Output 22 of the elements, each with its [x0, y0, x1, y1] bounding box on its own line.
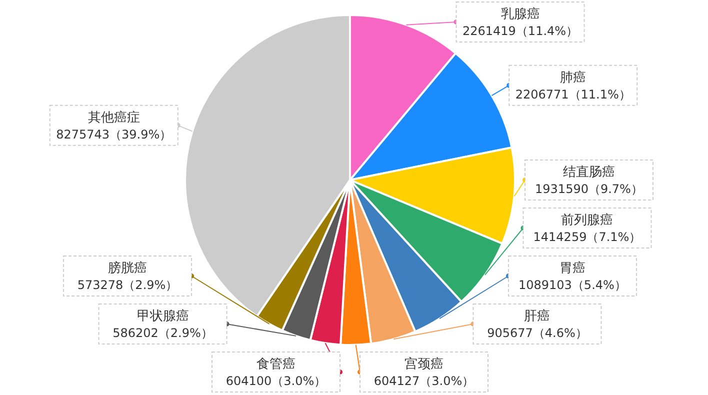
data-label: 2206771（11.1%） — [515, 87, 631, 102]
slice-label: 食管癌 — [256, 357, 296, 372]
data-label: 604100（3.0%） — [226, 374, 326, 388]
data-label: 586202（2.9%） — [112, 326, 213, 340]
data-label: 1414259（7.1%） — [533, 230, 642, 244]
slice-label: 其他癌症 — [88, 110, 140, 126]
slice-label: 宫颈癌 — [404, 356, 444, 372]
slice-label: 胃癌 — [559, 261, 586, 276]
slice-label: 肺癌 — [560, 70, 586, 86]
data-label: 1089103（5.4%） — [518, 278, 626, 292]
slice-label: 甲状腺癌 — [136, 309, 189, 324]
data-label: 8275743（39.9%） — [56, 127, 172, 142]
data-label: 2261419（11.4%） — [462, 24, 578, 38]
data-label: 573278（2.9%） — [77, 278, 178, 292]
data-label: 1931590（9.7%） — [535, 182, 643, 196]
data-label: 604127（3.0%） — [374, 374, 474, 388]
slice-label: 前列腺癌 — [561, 213, 614, 228]
slice-label: 结直肠癌 — [563, 165, 615, 180]
slice-label: 肝癌 — [524, 309, 550, 324]
data-label: 905677（4.6%） — [487, 326, 588, 340]
slice-label: 乳腺癌 — [500, 7, 540, 22]
slice-label: 膀胱癌 — [108, 261, 148, 276]
